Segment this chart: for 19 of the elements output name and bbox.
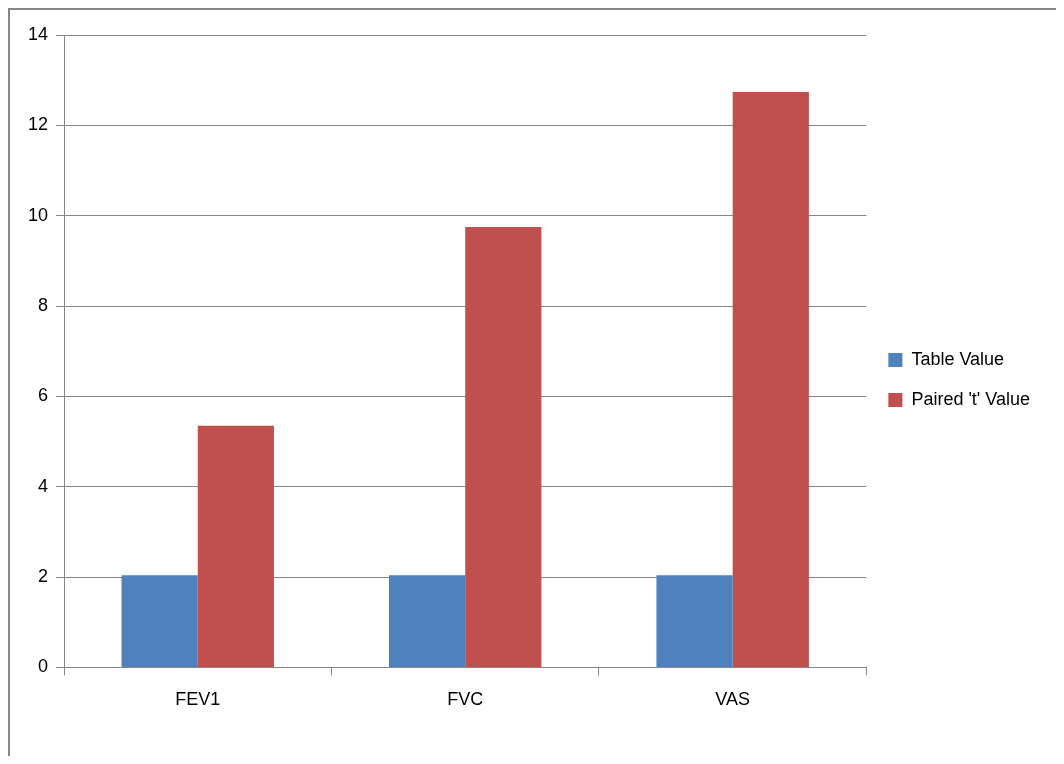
bar xyxy=(121,575,198,667)
y-tick-label: 12 xyxy=(27,114,49,135)
legend-label: Table Value xyxy=(911,348,1005,369)
y-tick-label: 6 xyxy=(38,385,49,406)
y-tick-label: 14 xyxy=(27,23,49,44)
bar xyxy=(656,575,733,667)
x-tick-label: VAS xyxy=(715,689,751,710)
y-tick-label: 4 xyxy=(38,475,49,496)
y-tick-label: 10 xyxy=(27,204,49,225)
bar xyxy=(388,575,466,667)
legend-label: Paired 't' Value xyxy=(911,388,1030,409)
bar xyxy=(732,91,809,667)
x-tick-label: FEV1 xyxy=(175,689,221,710)
y-tick-label: 0 xyxy=(38,656,49,677)
y-tick-label: 2 xyxy=(38,566,49,587)
y-tick-label: 8 xyxy=(38,295,49,315)
x-tick-label: FVC xyxy=(447,689,484,710)
bar xyxy=(465,226,542,667)
bar xyxy=(197,425,274,667)
